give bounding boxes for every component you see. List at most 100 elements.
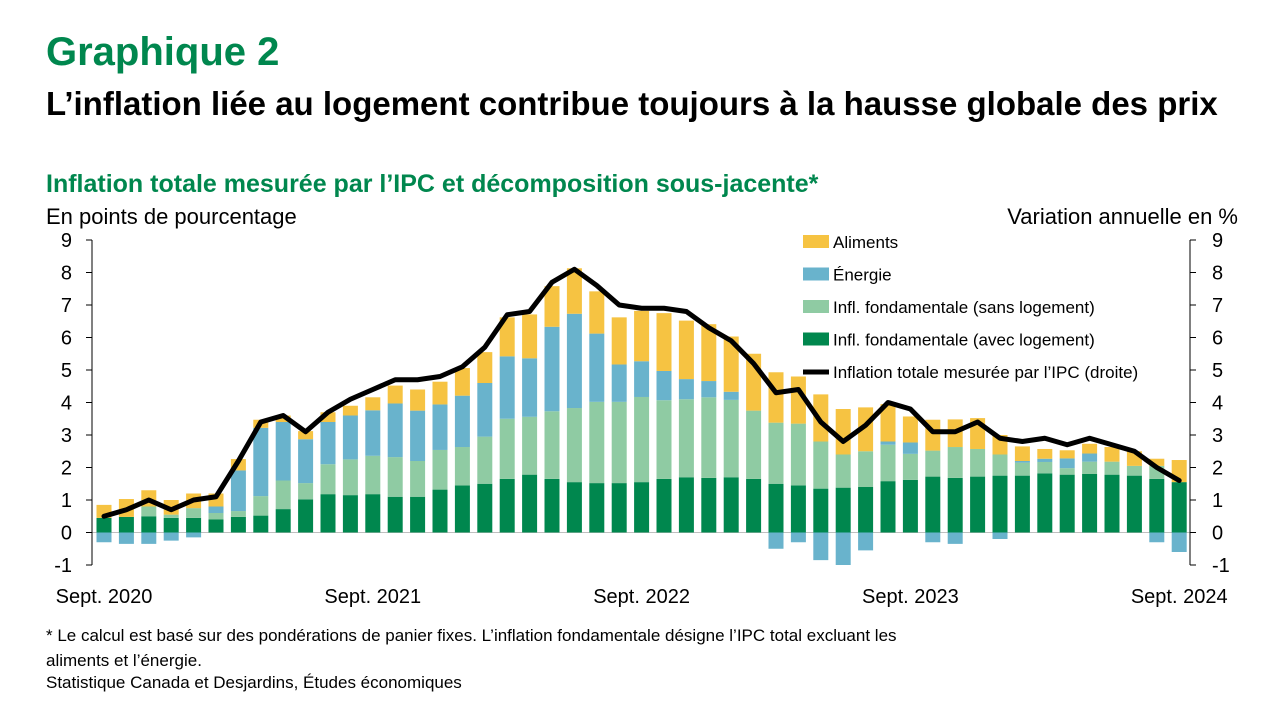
bar-core_ex-2021-04 bbox=[253, 496, 269, 516]
left-tick-label: 9 bbox=[61, 230, 72, 252]
bar-core_housing-2020-11 bbox=[141, 516, 157, 533]
footnote: * Le calcul est basé sur des pondération… bbox=[46, 626, 897, 670]
bar-core_ex-2022-01 bbox=[454, 447, 470, 486]
bar-core_housing-2023-06 bbox=[835, 487, 851, 533]
left-tick-label: 3 bbox=[61, 425, 72, 447]
bar-core_housing-2021-08 bbox=[342, 495, 358, 533]
bar-core_ex-2023-12 bbox=[970, 448, 986, 477]
bar-food-2021-06 bbox=[298, 431, 314, 440]
bar-core_ex-2023-02 bbox=[746, 410, 762, 479]
bar-core_ex-2021-06 bbox=[298, 483, 314, 500]
right-tick-label: 8 bbox=[1212, 263, 1223, 285]
bar-core_ex-2021-10 bbox=[387, 457, 403, 497]
bar-core_housing-2022-07 bbox=[589, 483, 605, 533]
right-tick-label: 7 bbox=[1212, 295, 1223, 317]
left-axis-label: En points de pourcentage bbox=[46, 204, 297, 229]
bar-core_housing-2023-10 bbox=[925, 476, 941, 533]
bar-food-2024-05 bbox=[1082, 443, 1098, 454]
bar-energy-2021-08 bbox=[342, 415, 358, 460]
left-tick-label: 2 bbox=[61, 458, 72, 480]
bar-energy-2022-10 bbox=[656, 370, 672, 401]
bar-core_ex-2024-06 bbox=[1104, 461, 1120, 475]
bar-energy-2022-01 bbox=[454, 395, 470, 448]
left-tick-label: 4 bbox=[61, 393, 72, 415]
bar-core_housing-2021-01 bbox=[186, 517, 202, 533]
bar-core_ex-2024-02 bbox=[1014, 462, 1030, 476]
bar-core_housing-2024-02 bbox=[1014, 475, 1030, 533]
right-tick-label: 9 bbox=[1212, 230, 1223, 252]
bar-food-2022-03 bbox=[499, 317, 515, 357]
bar-core_housing-2023-03 bbox=[768, 483, 784, 533]
x-tick-label: Sept. 2020 bbox=[56, 586, 153, 608]
left-tick-label: 7 bbox=[61, 295, 72, 317]
bar-core_ex-2022-04 bbox=[522, 416, 538, 475]
legend-swatch-food bbox=[803, 235, 829, 248]
bar-food-2022-06 bbox=[566, 268, 582, 314]
bar-core_ex-2021-01 bbox=[186, 508, 202, 518]
bar-core_ex-2022-03 bbox=[499, 418, 515, 479]
bar-core_ex-2023-01 bbox=[723, 399, 739, 478]
bar-core_housing-2022-10 bbox=[656, 478, 672, 533]
bar-energy-2024-01 bbox=[992, 532, 1008, 539]
bar-core_ex-2023-11 bbox=[947, 447, 963, 478]
bar-food-2021-11 bbox=[410, 389, 426, 411]
right-tick-label: -1 bbox=[1212, 555, 1230, 577]
bar-energy-2022-02 bbox=[477, 383, 493, 437]
bar-core_housing-2021-05 bbox=[275, 509, 291, 533]
bar-energy-2023-08 bbox=[880, 441, 896, 445]
chart-number: Graphique 2 bbox=[46, 30, 280, 74]
bar-energy-2022-11 bbox=[678, 379, 694, 400]
bar-core_ex-2023-03 bbox=[768, 422, 784, 484]
right-axis-label: Variation annuelle en % bbox=[1007, 204, 1238, 229]
legend-label-core_ex: Infl. fondamentale (sans logement) bbox=[833, 298, 1095, 317]
bar-core_housing-2020-12 bbox=[163, 517, 179, 533]
bar-core_ex-2021-08 bbox=[342, 459, 358, 496]
bar-core_ex-2022-02 bbox=[477, 436, 493, 484]
bar-core_housing-2024-03 bbox=[1037, 473, 1053, 533]
right-tick-label: 1 bbox=[1212, 490, 1223, 512]
bar-energy-2023-03 bbox=[768, 532, 784, 549]
bar-energy-2020-09 bbox=[96, 532, 112, 543]
bar-core_housing-2022-03 bbox=[499, 478, 515, 533]
bar-food-2022-12 bbox=[701, 324, 717, 382]
bar-core_housing-2022-01 bbox=[454, 485, 470, 533]
bar-core_housing-2023-05 bbox=[813, 488, 829, 533]
bar-food-2023-09 bbox=[902, 416, 918, 443]
bar-core_ex-2021-03 bbox=[230, 511, 246, 517]
bar-core_ex-2024-05 bbox=[1082, 461, 1098, 474]
bar-core_housing-2021-02 bbox=[208, 519, 224, 533]
right-tick-label: 3 bbox=[1212, 425, 1223, 447]
bar-food-2024-08 bbox=[1149, 458, 1165, 466]
bar-core_ex-2021-07 bbox=[320, 464, 336, 495]
bar-energy-2022-09 bbox=[634, 361, 650, 397]
bar-energy-2021-04 bbox=[253, 427, 269, 497]
x-tick-label: Sept. 2024 bbox=[1131, 586, 1228, 608]
bar-energy-2023-11 bbox=[947, 532, 963, 544]
bar-energy-2022-03 bbox=[499, 356, 515, 419]
source-note: Statistique Canada et Desjardins, Études… bbox=[46, 673, 462, 692]
bar-core_ex-2022-10 bbox=[656, 400, 672, 479]
bar-core_housing-2022-09 bbox=[634, 482, 650, 533]
bar-energy-2021-11 bbox=[410, 410, 426, 462]
bar-core_housing-2021-09 bbox=[365, 494, 381, 533]
bar-food-2022-08 bbox=[611, 317, 627, 365]
bar-energy-2021-03 bbox=[230, 470, 246, 512]
bar-core_housing-2021-10 bbox=[387, 496, 403, 533]
bar-food-2021-05 bbox=[275, 415, 291, 422]
left-tick-label: 8 bbox=[61, 263, 72, 285]
bar-energy-2021-01 bbox=[186, 532, 202, 538]
bar-food-2023-01 bbox=[723, 336, 739, 392]
left-tick-label: 0 bbox=[61, 523, 72, 545]
bar-energy-2023-09 bbox=[902, 442, 918, 454]
bar-food-2022-07 bbox=[589, 291, 605, 334]
bar-energy-2024-04 bbox=[1059, 458, 1075, 469]
bar-core_housing-2021-11 bbox=[410, 496, 426, 533]
bar-energy-2021-05 bbox=[275, 422, 291, 481]
bar-food-2021-08 bbox=[342, 405, 358, 416]
bar-core_ex-2024-04 bbox=[1059, 468, 1075, 475]
right-tick-label: 5 bbox=[1212, 360, 1223, 382]
bar-food-2021-10 bbox=[387, 385, 403, 404]
bar-food-2022-04 bbox=[522, 314, 538, 359]
bar-core_housing-2022-02 bbox=[477, 483, 493, 533]
bar-core_ex-2024-07 bbox=[1126, 465, 1142, 476]
